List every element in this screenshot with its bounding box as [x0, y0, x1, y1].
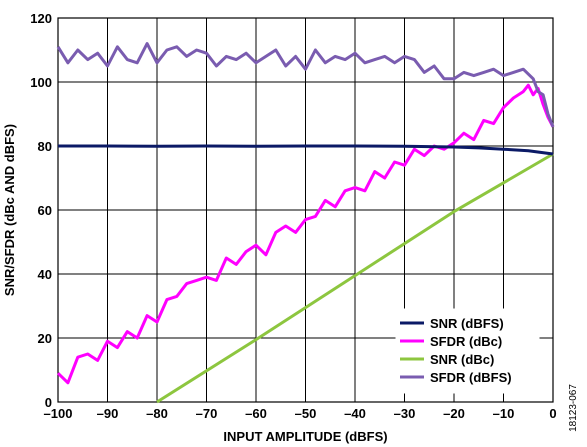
legend-label: SFDR (dBFS) [430, 370, 512, 385]
x-tick-label: –40 [344, 406, 366, 421]
plot-frame [57, 17, 554, 403]
figure-id: 18123-067 [568, 384, 579, 432]
series-line-snr-dbfs [58, 144, 554, 156]
x-tick-label: –70 [196, 406, 218, 421]
x-tick-label: –20 [443, 406, 465, 421]
y-tick-label: 40 [38, 267, 52, 282]
x-tick-label: –60 [245, 406, 267, 421]
y-tick-label: 80 [38, 139, 52, 154]
x-tick-label: 0 [549, 406, 556, 421]
y-tick-label: 60 [38, 203, 52, 218]
series-line-sfdr-dbc [56, 83, 555, 385]
tick-labels: –100 –90 –80 –70 –60 –50 –40 –30 –20 –10 002040608… [30, 11, 556, 421]
y-tick-label: 100 [30, 75, 52, 90]
legend-label: SNR (dBc) [430, 352, 494, 367]
legend: SNR (dBFS) SFDR (dBc) SNR (dBc) SFDR (dBFS) [395, 308, 540, 394]
y-tick-label: 0 [45, 395, 52, 410]
x-tick-label: –30 [394, 406, 416, 421]
series-line-sfdr-dbfs [56, 42, 555, 128]
x-tick-label: –90 [97, 406, 119, 421]
x-tick-label: –80 [146, 406, 168, 421]
legend-label: SFDR (dBc) [430, 334, 502, 349]
x-tick-label: –50 [295, 406, 317, 421]
y-axis-title: SNR/SFDR (dBc AND dBFS) [2, 124, 17, 296]
x-tick-label: –100 [44, 406, 73, 421]
y-tick-label: 20 [38, 331, 52, 346]
series-lines [56, 42, 555, 404]
y-tick-label: 120 [30, 11, 52, 26]
x-tick-label: –10 [493, 406, 515, 421]
x-axis-title: INPUT AMPLITUDE (dBFS) [223, 429, 387, 444]
legend-label: SNR (dBFS) [430, 316, 504, 331]
series-line-snr-dbc [156, 152, 554, 404]
